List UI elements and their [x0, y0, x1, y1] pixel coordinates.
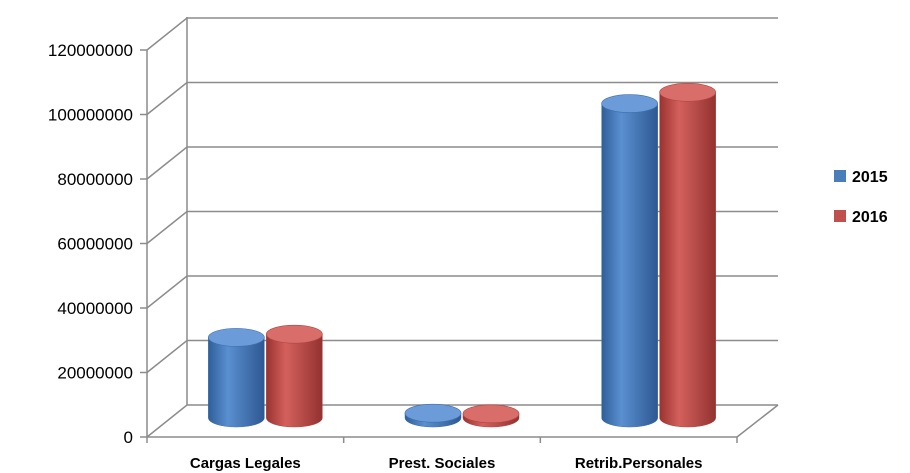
bar-2015-2 — [601, 103, 658, 428]
x-tick-label: Retrib.Personales — [575, 455, 703, 472]
x-tick-label: Prest. Sociales — [389, 455, 496, 472]
gridline — [146, 210, 778, 245]
bar-2015-0 — [208, 337, 265, 428]
y-tick-label: 120000000 — [48, 41, 133, 60]
y-axis: 0 20000000 40000000 60000000 80000000 1000000… — [48, 41, 147, 447]
x-axis: Cargas Legales Prest. Sociales Retrib.Pers… — [146, 404, 779, 472]
floor-right-edge — [736, 404, 779, 438]
y-tick-label: 60000000 — [57, 235, 133, 254]
gridline — [146, 339, 778, 374]
bar-top-2016-2 — [659, 82, 716, 102]
legend-label-2015: 2015 — [852, 169, 888, 186]
x-tick-label: Cargas Legales — [190, 455, 301, 472]
gridline — [146, 146, 778, 180]
y-tick-label: 80000000 — [57, 170, 133, 189]
legend-swatch-2016 — [834, 210, 846, 222]
gridline — [146, 275, 778, 309]
bar-top-2015-2 — [601, 94, 658, 113]
gridline — [146, 81, 778, 116]
bars — [208, 82, 716, 428]
bar-2016-2 — [659, 92, 716, 428]
gridline — [146, 17, 778, 51]
legend-label-2016: 2016 — [852, 209, 888, 226]
bar-top-2015-0 — [208, 328, 265, 347]
y-tick-label: 100000000 — [48, 106, 133, 125]
bar-2016-0 — [266, 334, 323, 428]
legend: 2015 2016 — [834, 169, 888, 226]
y-tick-label: 40000000 — [57, 299, 133, 318]
legend-swatch-2015 — [834, 170, 846, 182]
y-tick-label: 20000000 — [57, 364, 133, 383]
gridlines — [146, 17, 778, 438]
bar-top-2015-1 — [404, 403, 462, 423]
bar-top-2016-1 — [462, 404, 520, 424]
y-tick-label: 0 — [124, 428, 133, 447]
gridline — [146, 404, 778, 438]
bar-top-2016-0 — [266, 324, 323, 344]
